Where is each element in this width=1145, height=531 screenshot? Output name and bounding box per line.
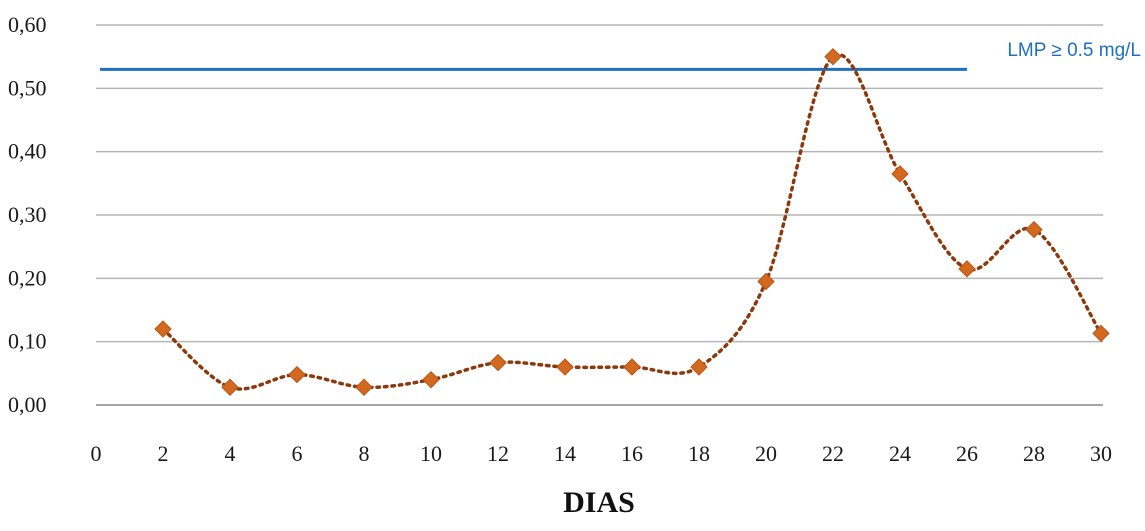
data-point-marker [1092,324,1110,343]
data-point-marker [422,370,440,389]
x-tick-label: 14 [554,441,576,466]
data-series [154,47,1110,396]
data-point-marker [221,378,239,396]
data-point-marker [891,165,909,183]
data-point-marker [623,358,641,376]
data-point-marker [757,272,775,291]
x-tick-label: 20 [755,441,777,466]
x-tick-label: 26 [956,441,978,466]
y-tick-label: 0,60 [8,12,47,37]
y-tick-label: 0,30 [8,202,47,227]
x-tick-label: 4 [225,441,236,466]
reference-line-label: LMP ≥ 0.5 mg/L [1007,40,1141,61]
x-tick-label: 30 [1090,441,1112,466]
data-point-marker [1025,220,1043,239]
y-tick-label: 0,40 [8,139,47,164]
y-tick-label: 0,50 [8,75,47,100]
x-tick-label: 28 [1023,441,1045,466]
data-point-marker [355,378,373,396]
y-tick-label: 0,20 [8,265,47,290]
series-line [161,52,1103,391]
data-point-marker [154,320,172,338]
x-tick-label: 0 [91,441,102,466]
x-tick-label: 22 [822,441,844,466]
x-tick-label: 18 [688,441,710,466]
data-point-marker [489,353,507,372]
y-tick-label: 0,10 [8,329,47,354]
x-tick-label: 24 [889,441,911,466]
x-tick-label: 6 [292,441,303,466]
gridlines [96,24,1103,343]
x-axis-title: DIAS [563,486,635,519]
x-tick-label: 10 [420,441,442,466]
data-point-marker [288,365,306,384]
data-point-marker [690,358,708,376]
reference-line-group: LMP ≥ 0.5 mg/L [100,40,1141,71]
x-tick-label: 2 [158,441,169,466]
x-axis-tick-labels: 0 2 4 6 8 10 12 14 16 18 20 22 24 26 28 30 [91,441,1113,466]
x-tick-label: 16 [621,441,643,466]
x-tick-label: 12 [487,441,509,466]
data-point-marker [824,47,842,66]
data-point-marker [958,260,976,278]
y-tick-label: 0,00 [8,392,47,417]
data-point-marker [556,358,574,376]
y-axis-tick-labels: 0,00 0,10 0,20 0,30 0,40 0,50 0,60 [8,12,47,417]
x-tick-label: 8 [359,441,370,466]
